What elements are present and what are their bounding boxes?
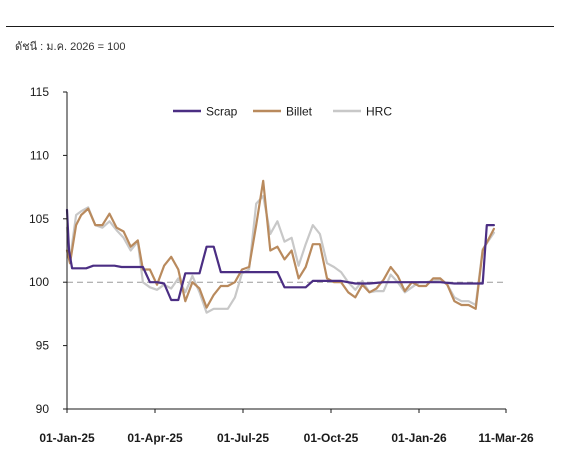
legend-label-scrap: Scrap [206, 105, 238, 119]
x-tick-label: 01-Jan-25 [39, 431, 95, 445]
y-tick-label: 105 [29, 212, 49, 226]
legend-label-hrc: HRC [366, 105, 392, 119]
top-rule [6, 26, 554, 27]
y-tick-label: 100 [29, 275, 49, 289]
legend: Scrap Billet HRC [173, 105, 392, 119]
legend-label-billet: Billet [286, 105, 313, 119]
x-tick-label: 01-Jul-25 [217, 431, 269, 445]
x-tick-label: 01-Oct-25 [304, 431, 359, 445]
y-tick-label: 110 [30, 148, 49, 162]
axes-layer: 90 95 100 105 110 115 01-Jan-25 01-Apr-25 01-Jul… [29, 85, 534, 445]
x-tick-label: 01-Apr-25 [127, 431, 183, 445]
x-tick-label: 01-Jan-26 [391, 431, 447, 445]
x-tick-label: 11-Mar-26 [478, 431, 534, 445]
y-tick-label: 95 [36, 339, 50, 353]
y-tick-label: 115 [30, 85, 49, 99]
series-line-scrap [65, 208, 495, 302]
series-layer [65, 179, 495, 314]
index-note: ดัชนี : ม.ค. 2026 = 100 [15, 41, 126, 53]
y-tick-label: 90 [36, 402, 50, 416]
series-line-billet [65, 179, 495, 310]
